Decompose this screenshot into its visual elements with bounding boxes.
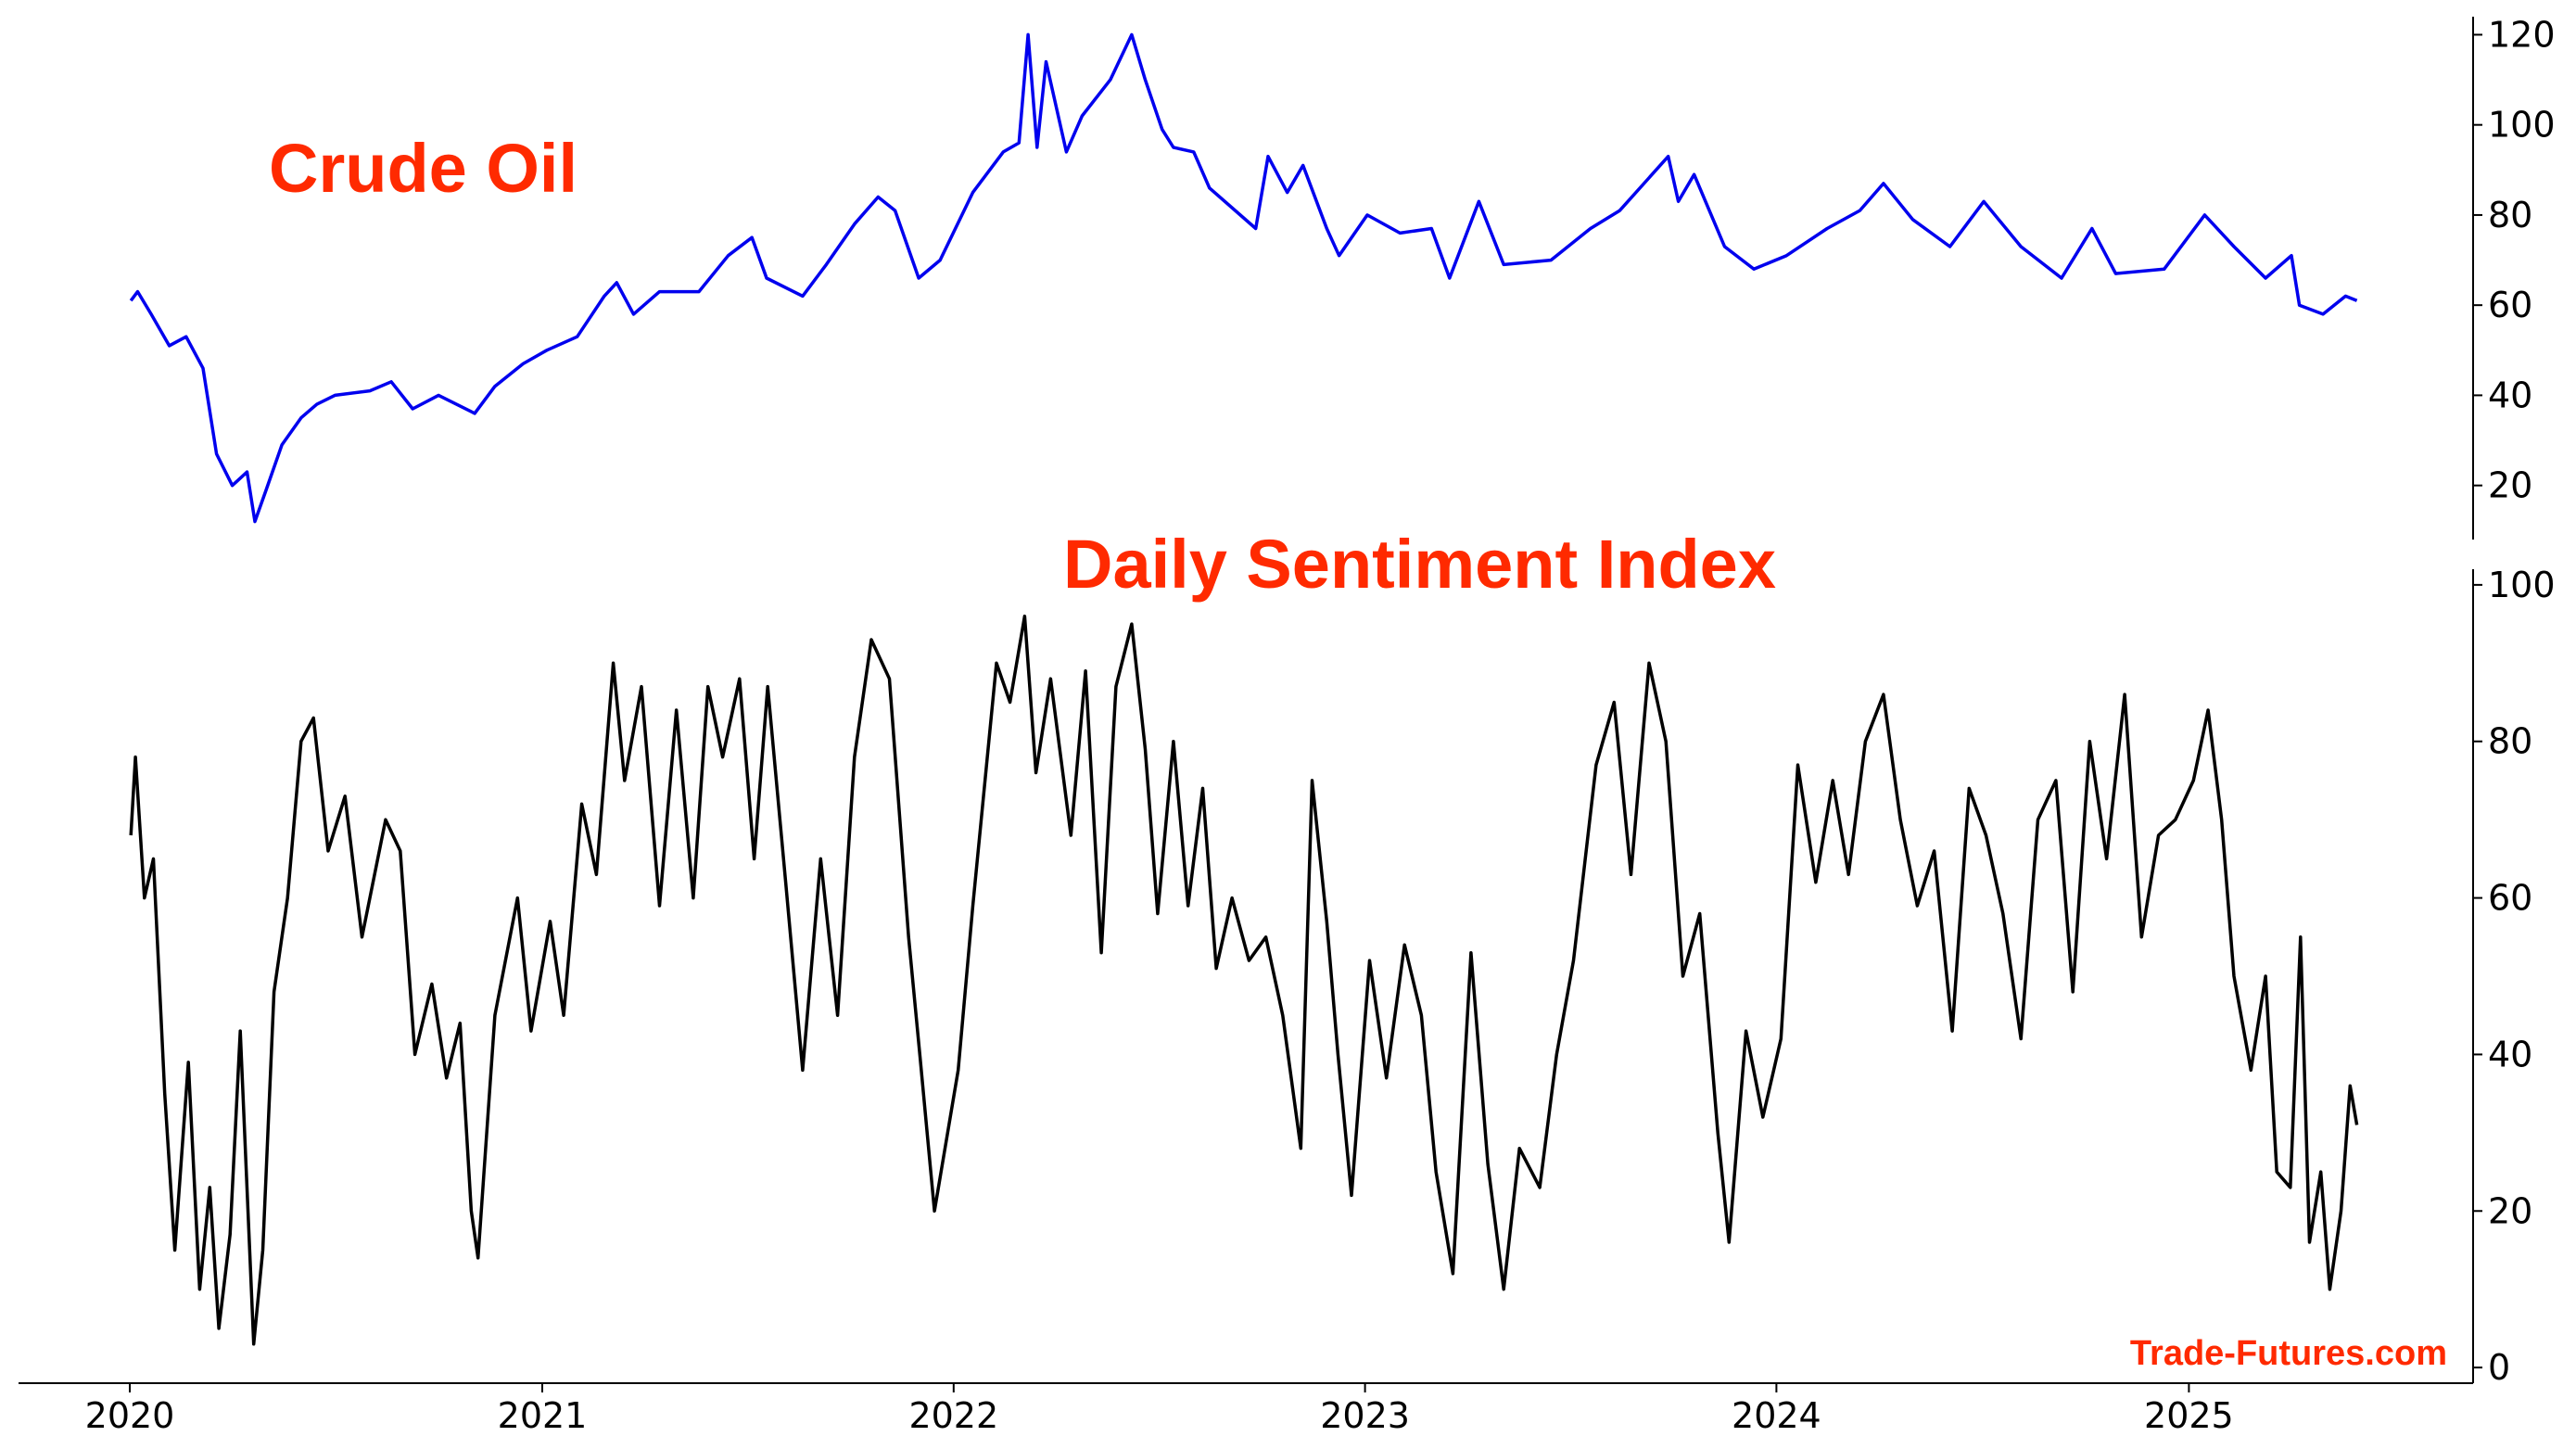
date-x-axis: 2020 2021 2022 2023 2024 2025	[19, 1382, 2473, 1436]
crude-oil-title: Crude Oil	[269, 130, 577, 207]
sentiment-y-tick-label: 40	[2488, 1034, 2532, 1074]
crude-oil-y-tick-label: 80	[2488, 195, 2532, 235]
crude-oil-y-tick-label: 60	[2488, 285, 2532, 325]
sentiment-y-tick-label: 60	[2488, 878, 2532, 919]
sentiment-y-ticks: 0 20 40 60 80 100	[2473, 565, 2556, 1388]
x-tick-label: 2024	[1732, 1395, 1821, 1436]
crude-oil-y-tick-label: 40	[2488, 375, 2532, 415]
sentiment-title: Daily Sentiment Index	[1063, 526, 1776, 603]
sentiment-series-line	[129, 614, 2359, 1346]
watermark-text: Trade-Futures.com	[2130, 1334, 2447, 1373]
x-ticks: 2020 2021 2022 2023 2024 2025	[85, 1383, 2234, 1436]
sentiment-y-tick-label: 80	[2488, 721, 2532, 762]
sentiment-panel: 0 20 40 60 80 100 Daily Sentiment Index	[129, 526, 2556, 1388]
x-tick-label: 2023	[1320, 1395, 1410, 1436]
crude-oil-y-tick-label: 20	[2488, 465, 2532, 506]
x-tick-label: 2025	[2144, 1395, 2234, 1436]
x-tick-label: 2021	[498, 1395, 588, 1436]
crude-oil-y-tick-label: 120	[2488, 14, 2556, 55]
sentiment-y-tick-label: 100	[2488, 565, 2556, 605]
x-tick-label: 2022	[908, 1395, 998, 1436]
sentiment-y-tick-label: 0	[2488, 1347, 2510, 1388]
crude-oil-y-ticks: 20 40 60 80 100 120	[2473, 14, 2556, 506]
sentiment-y-tick-label: 20	[2488, 1190, 2532, 1231]
x-tick-label: 2020	[85, 1395, 175, 1436]
crude-oil-y-tick-label: 100	[2488, 105, 2556, 146]
crude-oil-series-line	[129, 32, 2358, 524]
crude-oil-panel: 20 40 60 80 100 120 Crude Oil	[129, 14, 2556, 540]
